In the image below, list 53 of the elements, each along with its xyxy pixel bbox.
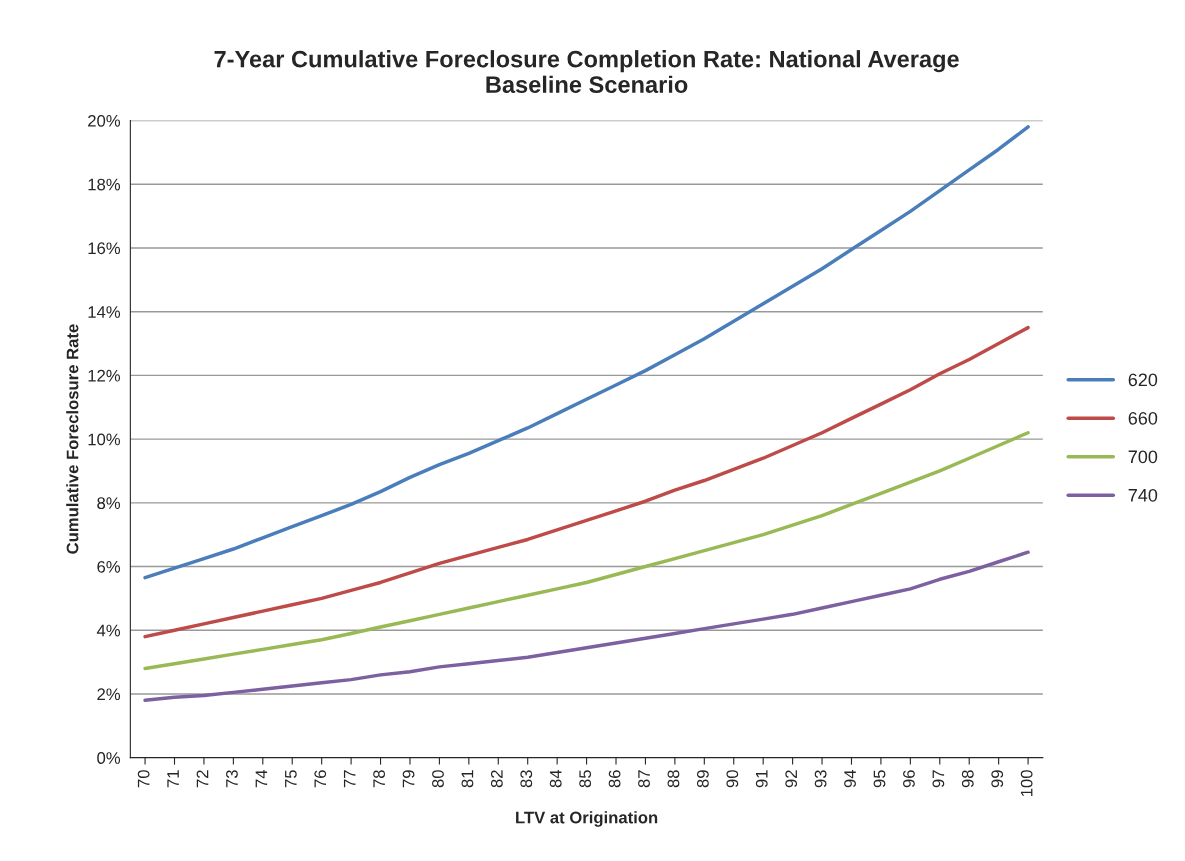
y-tick-label: 18% xyxy=(88,178,121,191)
y-tick-label: 16% xyxy=(88,242,121,255)
x-tick-label: 80 xyxy=(432,770,444,788)
x-tick-label: 84 xyxy=(549,769,562,788)
x-tick-label: 78 xyxy=(373,770,386,788)
x-tick-label: 93 xyxy=(814,770,827,788)
y-tick-label: 12% xyxy=(88,369,121,382)
x-tick-label: 73 xyxy=(226,770,238,788)
x-tick-label: 90 xyxy=(726,770,739,788)
x-axis-title: LTV at Origination xyxy=(516,811,658,827)
x-tick-label: 87 xyxy=(638,770,650,788)
x-tick-label: 92 xyxy=(785,770,798,788)
x-tick-label: 95 xyxy=(873,770,886,788)
x-tick-label: 76 xyxy=(314,770,327,788)
y-tick-label: 6% xyxy=(97,560,121,573)
x-tick-label: 77 xyxy=(343,770,356,788)
line-series xyxy=(143,325,1030,639)
legend-label: 740 xyxy=(1128,488,1158,502)
x-tick-label: 72 xyxy=(196,770,209,788)
line-series xyxy=(143,550,1030,703)
x-tick-label: 96 xyxy=(903,770,915,788)
y-tick-label: 4% xyxy=(96,624,121,637)
x-tick-label: 82 xyxy=(490,770,503,788)
x-tick-label: 70 xyxy=(137,770,150,788)
legend-label: 700 xyxy=(1128,450,1158,464)
y-axis-title: Cumulative Foreclosure Rate xyxy=(66,324,79,554)
x-tick-label: 98 xyxy=(961,770,974,788)
x-tick-label: 100 xyxy=(1020,770,1033,797)
line-series xyxy=(143,125,1030,580)
x-tick-label: 81 xyxy=(461,770,474,788)
x-tick-label: 75 xyxy=(285,770,297,788)
y-tick-label: 14% xyxy=(88,306,121,318)
legend-label: 620 xyxy=(1128,373,1158,387)
x-tick-label: 85 xyxy=(579,770,592,788)
x-tick-label: 71 xyxy=(167,770,179,788)
x-tick-label: 88 xyxy=(667,770,680,788)
x-tick-label: 74 xyxy=(255,769,268,788)
line-series xyxy=(143,431,1030,671)
chart-title: 7-Year Cumulative Foreclosure Completion Rate: National Average Baseline Scenario xyxy=(214,50,959,93)
y-tick-label: 0% xyxy=(97,752,121,764)
y-tick-label: 8% xyxy=(97,497,121,510)
legend-label: 660 xyxy=(1128,411,1158,425)
x-tick-label: 99 xyxy=(991,770,1004,788)
x-tick-label: 94 xyxy=(844,769,856,788)
x-tick-label: 89 xyxy=(696,770,709,788)
y-tick-label: 2% xyxy=(97,688,121,701)
x-tick-label: 91 xyxy=(755,770,768,788)
x-tick-label: 83 xyxy=(520,770,533,788)
x-tick-label: 79 xyxy=(402,770,415,788)
x-tick-label: 86 xyxy=(608,770,621,788)
y-tick-label: 10% xyxy=(88,433,121,446)
x-tick-label: 97 xyxy=(932,770,945,788)
y-tick-label: 20% xyxy=(88,114,121,127)
